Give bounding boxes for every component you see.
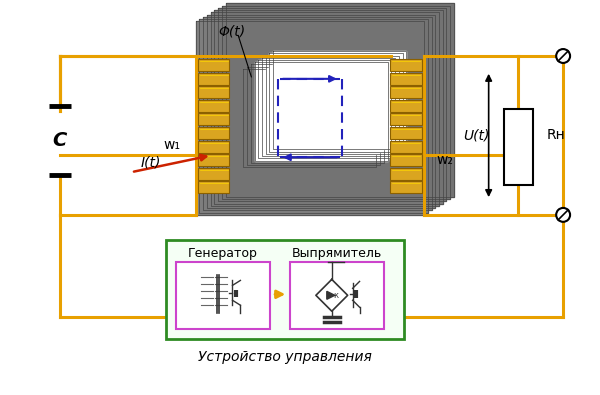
- Polygon shape: [327, 292, 335, 299]
- Polygon shape: [269, 53, 403, 152]
- Polygon shape: [244, 69, 376, 167]
- Bar: [503, 109, 533, 185]
- Bar: [198, 154, 229, 166]
- Polygon shape: [214, 10, 443, 204]
- Bar: [198, 100, 229, 112]
- Bar: [391, 86, 422, 98]
- Text: w₁: w₁: [164, 138, 181, 152]
- Bar: [391, 127, 422, 139]
- Bar: [198, 113, 229, 125]
- Bar: [198, 73, 229, 85]
- Polygon shape: [258, 60, 391, 158]
- Polygon shape: [222, 6, 450, 199]
- Polygon shape: [196, 21, 424, 215]
- Polygon shape: [251, 64, 384, 163]
- Polygon shape: [262, 58, 395, 156]
- Polygon shape: [226, 4, 454, 197]
- Polygon shape: [254, 62, 388, 160]
- Polygon shape: [273, 51, 406, 149]
- Bar: [391, 168, 422, 180]
- Bar: [391, 59, 422, 71]
- Text: w₂: w₂: [436, 153, 453, 167]
- Text: Генератор: Генератор: [188, 247, 257, 260]
- Text: Φ(t): Φ(t): [218, 24, 246, 38]
- FancyBboxPatch shape: [166, 240, 404, 339]
- Bar: [198, 168, 229, 180]
- Bar: [391, 181, 422, 194]
- Bar: [198, 181, 229, 194]
- Polygon shape: [218, 8, 446, 201]
- Polygon shape: [266, 56, 399, 154]
- Bar: [198, 127, 229, 139]
- Circle shape: [556, 208, 570, 222]
- Bar: [391, 154, 422, 166]
- Polygon shape: [247, 67, 380, 165]
- Text: Выпрямитель: Выпрямитель: [292, 247, 382, 260]
- Text: Rн: Rн: [546, 128, 565, 143]
- Text: к: к: [333, 291, 338, 300]
- Bar: [198, 141, 229, 152]
- Text: I(t): I(t): [141, 155, 161, 169]
- Bar: [198, 86, 229, 98]
- Polygon shape: [207, 15, 435, 208]
- Text: U(t): U(t): [464, 128, 490, 143]
- Bar: [391, 141, 422, 152]
- FancyBboxPatch shape: [290, 261, 385, 329]
- FancyBboxPatch shape: [176, 261, 270, 329]
- Circle shape: [556, 49, 570, 63]
- Polygon shape: [203, 17, 431, 211]
- Polygon shape: [199, 19, 428, 213]
- Polygon shape: [211, 12, 439, 206]
- Text: Устройство управления: Устройство управления: [198, 350, 372, 364]
- Bar: [391, 113, 422, 125]
- Bar: [391, 73, 422, 85]
- Bar: [391, 100, 422, 112]
- Bar: [198, 59, 229, 71]
- Text: C: C: [53, 131, 67, 150]
